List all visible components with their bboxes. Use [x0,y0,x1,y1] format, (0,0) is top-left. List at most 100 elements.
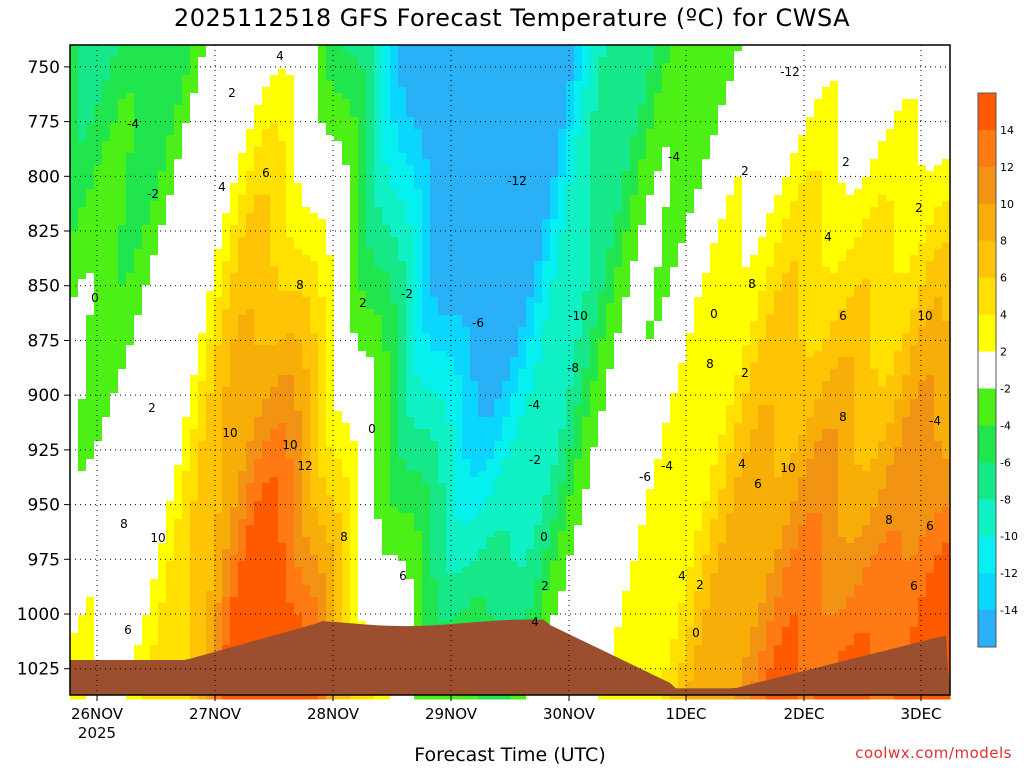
temperature-cell [334,417,343,424]
temperature-cell [70,627,79,634]
temperature-cell [86,603,95,610]
temperature-cell [214,339,223,346]
temperature-cell [334,81,343,88]
temperature-cell [102,567,111,574]
temperature-cell [302,279,311,286]
temperature-cell [126,597,135,604]
temperature-cell [294,345,303,352]
temperature-cell [86,645,95,652]
temperature-cell [182,243,191,250]
temperature-cell [198,117,207,124]
temperature-cell [142,117,151,124]
temperature-cell [294,93,303,100]
temperature-cell [302,429,311,436]
temperature-cell [382,561,391,568]
temperature-cell [390,57,399,64]
temperature-cell [366,225,375,232]
temperature-cell [334,267,343,274]
temperature-cell [166,441,175,448]
temperature-cell [294,549,303,556]
temperature-cell [374,573,383,580]
temperature-cell [326,135,335,142]
temperature-cell [254,633,263,640]
temperature-cell [246,99,255,106]
temperature-cell [270,459,279,466]
temperature-cell [238,141,247,148]
temperature-cell [158,171,167,178]
temperature-cell [414,243,423,250]
temperature-cell [166,153,175,160]
temperature-cell [174,423,183,430]
temperature-cell [366,195,375,202]
temperature-cell [366,45,375,52]
temperature-cell [374,45,383,52]
temperature-cell [182,381,191,388]
temperature-cell [126,225,135,232]
temperature-cell [214,465,223,472]
temperature-cell [182,411,191,418]
temperature-cell [134,297,143,304]
temperature-cell [422,249,431,256]
temperature-cell [126,339,135,346]
temperature-cell [166,51,175,58]
temperature-cell [78,645,87,652]
temperature-cell [318,243,327,250]
temperature-cell [246,597,255,604]
temperature-cell [262,627,271,634]
temperature-cell [78,291,87,298]
temperature-cell [350,363,359,370]
temperature-cell [406,231,415,238]
temperature-cell [270,297,279,304]
temperature-cell [334,255,343,262]
temperature-cell [230,111,239,118]
temperature-cell [78,207,87,214]
temperature-cell [358,555,367,562]
temperature-cell [422,123,431,130]
temperature-cell [222,363,231,370]
temperature-cell [134,525,143,532]
temperature-cell [382,381,391,388]
temperature-cell [310,405,319,412]
temperature-cell [398,153,407,160]
temperature-cell [334,291,343,298]
temperature-cell [390,417,399,424]
temperature-cell [342,159,351,166]
temperature-cell [262,183,271,190]
temperature-cell [78,225,87,232]
temperature-cell [350,279,359,286]
temperature-cell [286,465,295,472]
temperature-cell [382,363,391,370]
temperature-cell [366,243,375,250]
temperature-cell [110,309,119,316]
temperature-cell [326,441,335,448]
temperature-cell [414,255,423,262]
temperature-cell [262,381,271,388]
temperature-cell [262,411,271,418]
temperature-cell [270,189,279,196]
temperature-cell [382,501,391,508]
temperature-cell [422,411,431,418]
temperature-cell [390,45,399,52]
temperature-cell [198,165,207,172]
temperature-cell [198,159,207,166]
temperature-cell [414,387,423,394]
temperature-cell [142,543,151,550]
temperature-cell [102,513,111,520]
temperature-cell [318,225,327,232]
temperature-cell [294,435,303,442]
temperature-cell [358,219,367,226]
temperature-cell [206,195,215,202]
temperature-cell [118,381,127,388]
temperature-cell [214,171,223,178]
temperature-cell [70,345,79,352]
temperature-cell [206,315,215,322]
temperature-cell [294,291,303,298]
temperature-cell [310,87,319,94]
temperature-cell [190,549,199,556]
temperature-cell [86,465,95,472]
temperature-cell [70,495,79,502]
temperature-cell [326,303,335,310]
temperature-cell [318,159,327,166]
temperature-cell [102,393,111,400]
temperature-cell [270,51,279,58]
